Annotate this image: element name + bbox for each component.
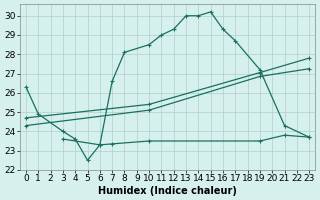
X-axis label: Humidex (Indice chaleur): Humidex (Indice chaleur)	[98, 186, 237, 196]
